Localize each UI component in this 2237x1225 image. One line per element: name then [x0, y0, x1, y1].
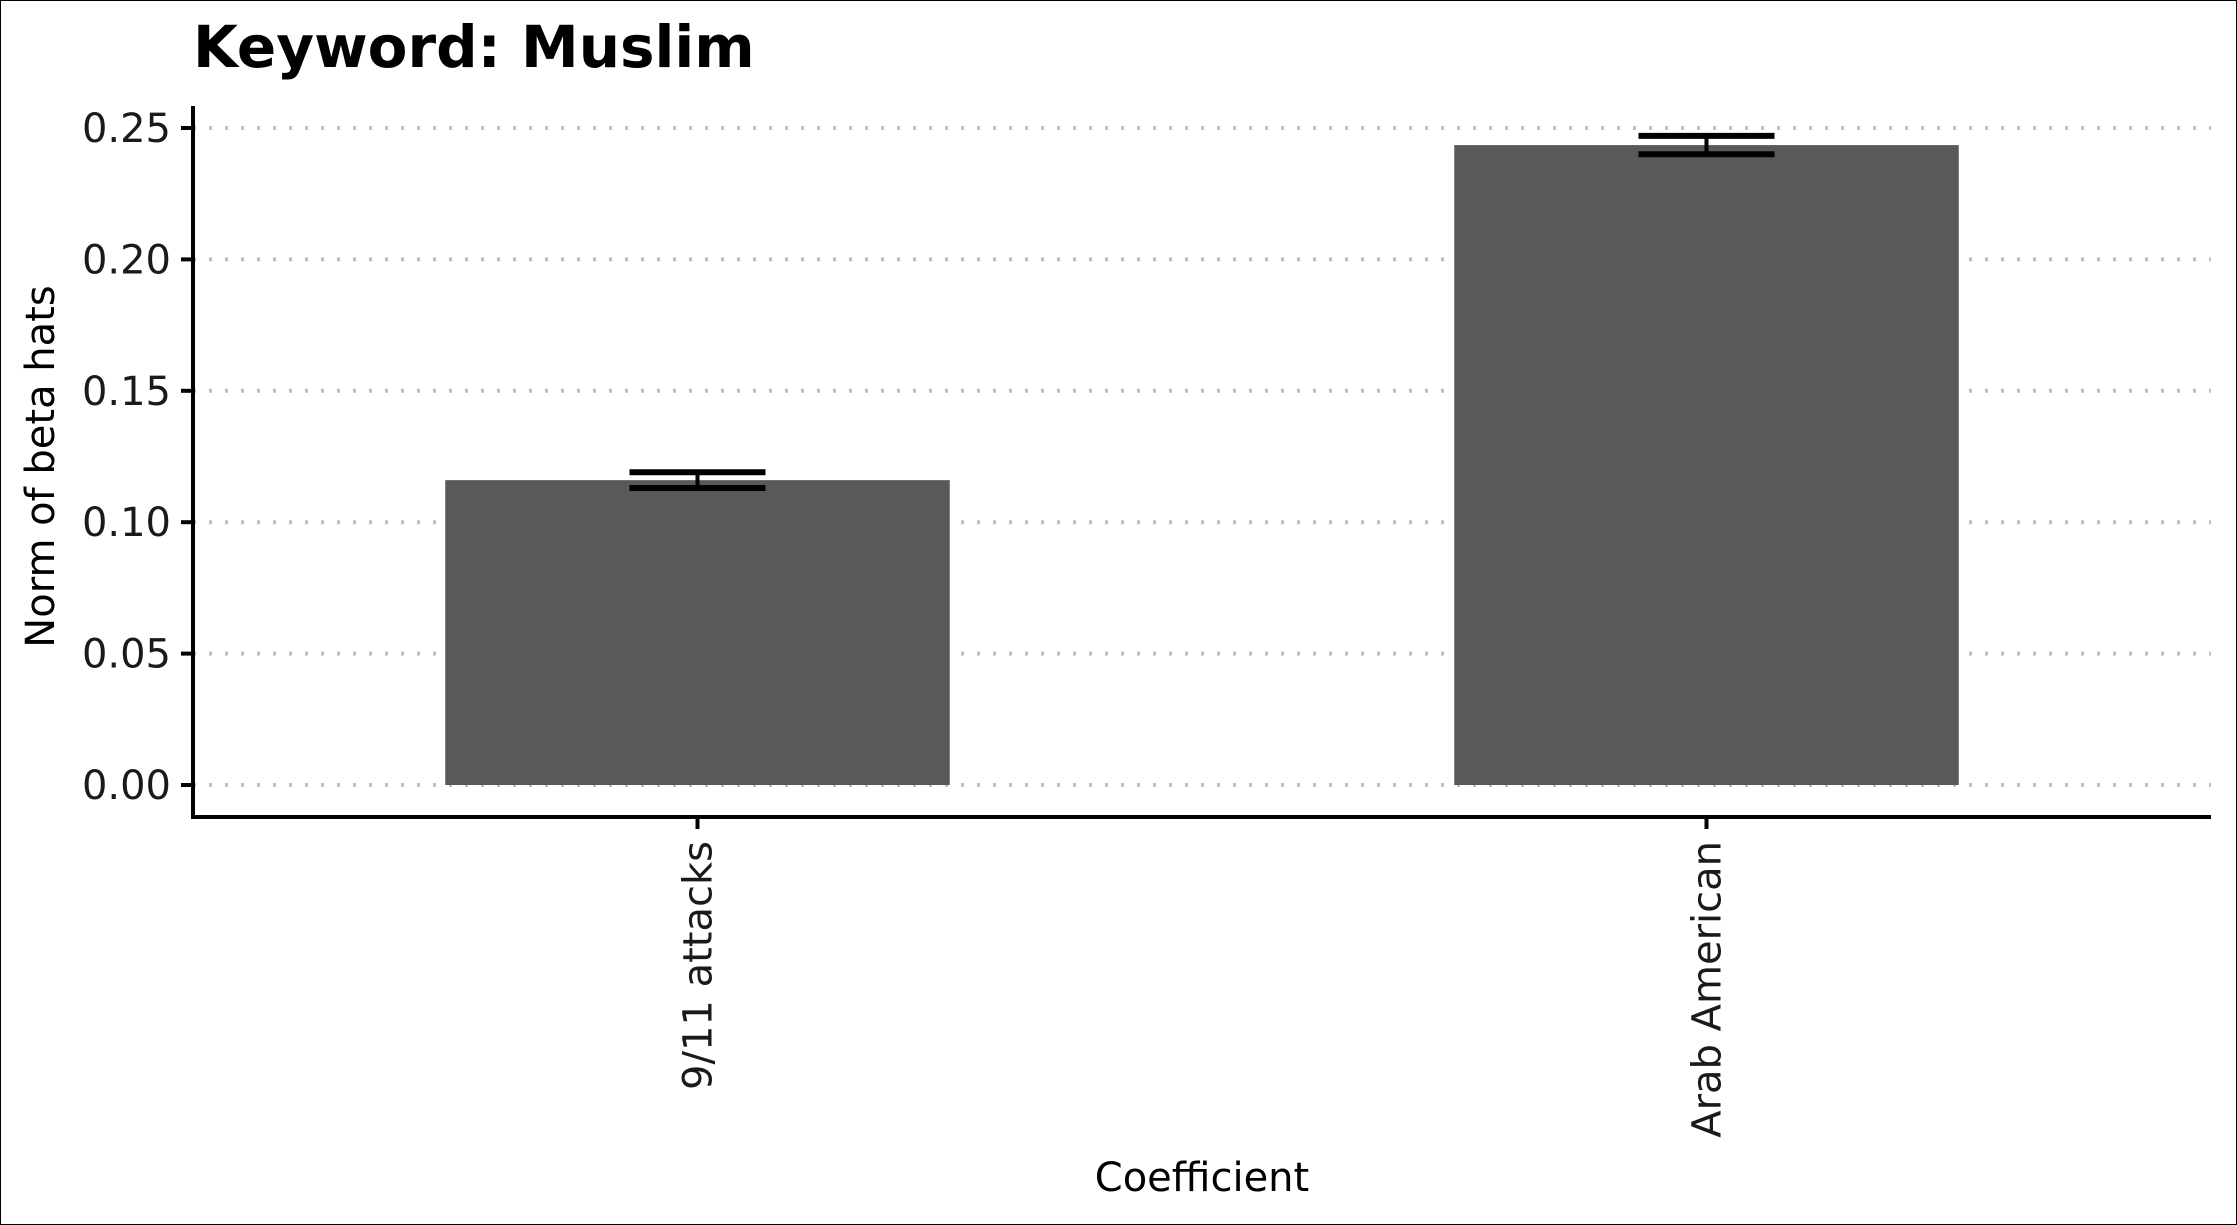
y-tick-label: 0.20: [82, 237, 171, 283]
y-tick-label: 0.15: [82, 369, 171, 415]
bar: [445, 480, 950, 785]
x-tick-label: 9/11 attacks: [676, 841, 722, 1090]
x-axis-title: Coefficient: [1095, 1155, 1309, 1201]
x-tick-label: Arab American: [1685, 841, 1731, 1138]
y-tick-label: 0.05: [82, 632, 171, 678]
y-axis-title: Norm of beta hats: [18, 285, 64, 647]
chart-title: Keyword: Muslim: [193, 13, 755, 81]
bars: [445, 145, 1959, 785]
y-axis-ticks: 0.00 0.05 0.10 0.15 0.20 0.25: [82, 106, 193, 809]
axes: [191, 106, 2211, 819]
y-tick-label: 0.00: [82, 763, 171, 809]
error-bars: [629, 132, 1775, 492]
x-axis-ticks: 9/11 attacks Arab American: [676, 817, 1731, 1138]
y-tick-label: 0.10: [82, 500, 171, 546]
y-tick-label: 0.25: [82, 106, 171, 152]
bar: [1454, 145, 1959, 785]
